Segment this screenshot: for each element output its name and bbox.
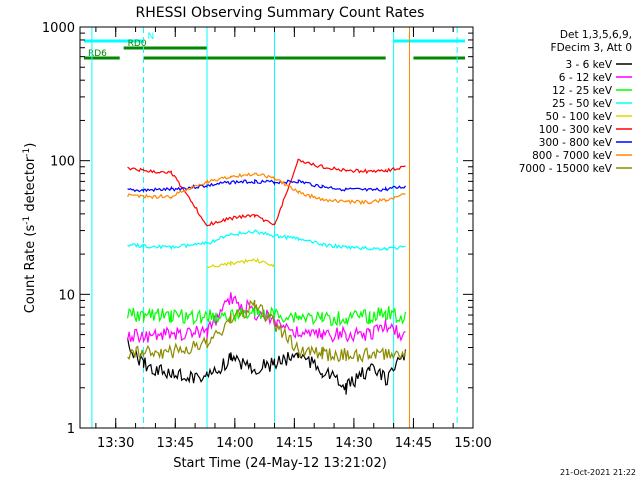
x-tick-label: 13:30: [97, 436, 134, 451]
legend-entry-label: 3 - 6 keV: [565, 59, 612, 71]
legend-header-line: FDecim 3, Att 0: [551, 42, 632, 54]
series-line: [127, 292, 406, 344]
vertical-markers: [91, 27, 458, 428]
legend-entry-label: 6 - 12 keV: [559, 72, 613, 84]
y-tick-label: 100: [50, 155, 75, 170]
footer-date: 21-Oct-2021 21:22: [560, 468, 636, 477]
chart-title: RHESSI Observing Summary Count Rates: [136, 5, 425, 21]
y-axis: 1 10 100 1000: [42, 21, 473, 437]
series-line: [127, 179, 406, 193]
ylabel-part: detector: [23, 156, 38, 216]
flag-bar-label: RD6: [88, 49, 107, 59]
legend-entry-label: 100 - 300 keV: [539, 124, 613, 136]
y-tick-label: 1: [67, 422, 75, 437]
legend: Det 1,3,5,6,9,FDecim 3, Att 0 3 - 6 keV6 …: [519, 29, 632, 175]
x-tick-label: 13:45: [157, 436, 194, 451]
series-line: [127, 158, 406, 227]
plot-frame: [79, 26, 474, 429]
flag-bar-label: N: [148, 32, 155, 42]
legend-header-line: Det 1,3,5,6,9,: [560, 29, 632, 41]
series-line: [127, 338, 407, 395]
ylabel-exponent: -1: [22, 216, 32, 225]
legend-entry-label: 50 - 100 keV: [545, 111, 612, 123]
x-tick-label: 15:00: [454, 436, 491, 451]
x-tick-label: 14:45: [395, 436, 432, 451]
legend-entry-label: 7000 - 15000 keV: [519, 163, 613, 175]
legend-entry-label: 12 - 25 keV: [552, 85, 613, 97]
x-axis: 13:30 13:45 14:00 14:15 14:30 14:45 15:00: [95, 27, 492, 451]
x-tick-label: 14:30: [335, 436, 372, 451]
ylabel-exponent: -1: [22, 148, 32, 157]
series-group: [127, 158, 407, 395]
series-line: [206, 258, 276, 269]
x-tick-label: 14:00: [216, 436, 253, 451]
series-line: [127, 172, 406, 206]
legend-entry-label: 300 - 800 keV: [539, 137, 613, 149]
x-tick-label: 14:15: [276, 436, 313, 451]
series-line: [127, 228, 406, 251]
series-line: [127, 299, 407, 363]
legend-entry-label: 25 - 50 keV: [552, 98, 613, 110]
ylabel-part: Count Rate (s: [23, 225, 38, 314]
x-axis-label: Start Time (24-May-12 13:21:02): [173, 456, 387, 471]
ylabel-part: ): [23, 143, 38, 148]
y-tick-label: 1000: [42, 21, 75, 36]
legend-entry-label: 800 - 7000 keV: [532, 150, 613, 162]
y-tick-label: 10: [58, 288, 75, 303]
flag-bar-label: RD0: [128, 39, 147, 49]
y-axis-label: Count Rate (s-1 detector-1): [22, 143, 38, 314]
